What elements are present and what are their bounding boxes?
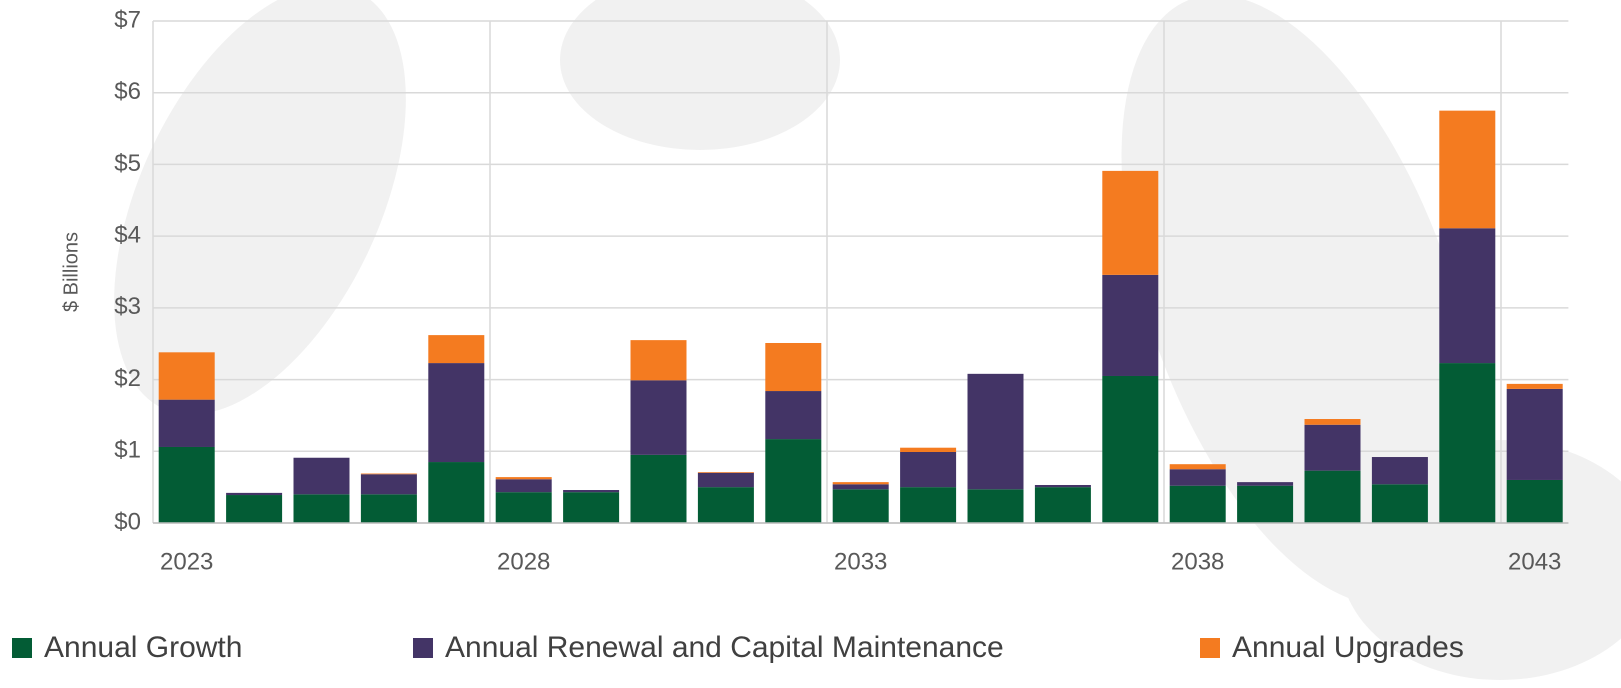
bar-segment [226, 493, 282, 495]
bar-segment [1035, 487, 1091, 523]
bar-segment [900, 448, 956, 452]
y-tick-label: $4 [114, 221, 141, 248]
bar-segment [1305, 425, 1361, 471]
bar-segment [1507, 389, 1563, 480]
bar-segment [1507, 480, 1563, 523]
y-tick-label: $2 [114, 365, 141, 392]
bar-segment [563, 490, 619, 492]
bar-segment [361, 474, 417, 494]
bar-segment [361, 494, 417, 523]
bar-segment [1102, 171, 1158, 275]
bar-segment [900, 452, 956, 487]
bar-segment [428, 335, 484, 363]
y-tick-label: $0 [114, 508, 141, 535]
bar-segment [496, 479, 552, 492]
legend-label: Annual Upgrades [1232, 631, 1464, 664]
legend-swatch [413, 638, 433, 658]
legend-label: Annual Renewal and Capital Maintenance [445, 631, 1004, 664]
bar-segment [1237, 486, 1293, 523]
bar-segment [1439, 111, 1495, 229]
x-tick-label: 2038 [1171, 548, 1224, 575]
bar-segment [1102, 376, 1158, 523]
bar-segment [833, 489, 889, 523]
bar-segment [833, 484, 889, 489]
bar-segment [698, 473, 754, 487]
x-tick-label: 2023 [160, 548, 213, 575]
bar-segment [833, 482, 889, 484]
bar-segment [765, 439, 821, 523]
bar-segment [1305, 419, 1361, 425]
bar-segment [1372, 484, 1428, 523]
legend-swatch [12, 638, 32, 658]
bar-segment [294, 494, 350, 523]
bar-segment [765, 343, 821, 391]
x-tick-label: 2043 [1508, 548, 1561, 575]
bar-segment [698, 487, 754, 523]
background-decoration [54, 0, 1621, 680]
y-tick-label: $1 [114, 437, 141, 464]
bar-segment [1439, 228, 1495, 363]
bar-segment [631, 455, 687, 523]
bar-segment [496, 492, 552, 523]
bar-segment [1170, 464, 1226, 469]
bar-segment [968, 374, 1024, 489]
bar-segment [631, 340, 687, 380]
bar-segment [1507, 384, 1563, 389]
bar-segment [159, 352, 215, 399]
y-tick-label: $6 [114, 78, 141, 105]
bar-segment [226, 495, 282, 523]
y-axis-label: $ Billions [60, 232, 82, 312]
bar-segment [765, 391, 821, 439]
bar-segment [159, 400, 215, 447]
chart: $ Billions $0 $1 $2 $3 $4 $5 $6 $7 2023 2028 2033 2… [0, 0, 1621, 688]
bar-segment [698, 472, 754, 473]
bar-segment [428, 363, 484, 462]
bar-segment [428, 462, 484, 523]
bar-segment [361, 474, 417, 475]
y-tick-label: $5 [114, 150, 141, 177]
legend-label: Annual Growth [44, 631, 242, 664]
y-tick-label: $3 [114, 293, 141, 320]
legend-swatch [1200, 638, 1220, 658]
bar-segment [631, 380, 687, 455]
bar-segment [1237, 482, 1293, 486]
bar-segment [1170, 486, 1226, 523]
bar-segment [563, 492, 619, 523]
bar-segment [1035, 485, 1091, 487]
x-tick-label: 2033 [834, 548, 887, 575]
bar-segment [1170, 469, 1226, 485]
bar-segment [1102, 275, 1158, 376]
bar-segment [496, 477, 552, 479]
bar-segment [900, 487, 956, 523]
bar-segment [159, 447, 215, 523]
bar-segment [1372, 457, 1428, 484]
bar-segment [968, 489, 1024, 523]
bar-segment [294, 458, 350, 495]
bar-segment [1305, 471, 1361, 523]
x-tick-label: 2028 [497, 548, 550, 575]
y-tick-label: $7 [114, 6, 141, 33]
bar-segment [1439, 363, 1495, 523]
